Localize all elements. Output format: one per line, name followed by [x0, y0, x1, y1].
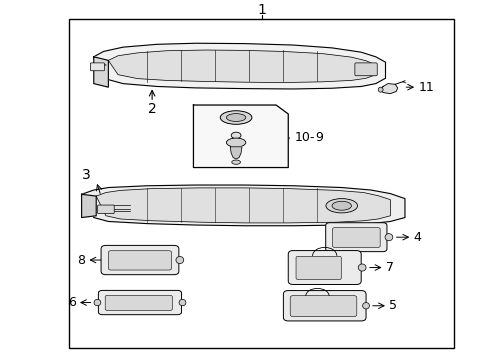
FancyBboxPatch shape: [289, 296, 356, 317]
Polygon shape: [230, 147, 242, 159]
Ellipse shape: [331, 201, 351, 210]
FancyBboxPatch shape: [98, 205, 114, 213]
Text: 11: 11: [418, 81, 433, 94]
Polygon shape: [108, 50, 375, 82]
Ellipse shape: [384, 234, 392, 241]
Text: 9: 9: [314, 131, 322, 144]
FancyBboxPatch shape: [287, 251, 361, 284]
FancyBboxPatch shape: [108, 251, 171, 270]
FancyBboxPatch shape: [105, 296, 172, 310]
Polygon shape: [94, 43, 385, 89]
FancyBboxPatch shape: [283, 291, 366, 321]
Ellipse shape: [231, 160, 240, 164]
Ellipse shape: [362, 302, 369, 309]
Polygon shape: [81, 194, 96, 217]
Text: 7: 7: [385, 261, 393, 274]
Ellipse shape: [358, 264, 366, 271]
FancyBboxPatch shape: [354, 63, 376, 76]
Text: 2: 2: [147, 102, 156, 116]
FancyBboxPatch shape: [295, 256, 341, 279]
Text: 6: 6: [67, 296, 75, 309]
Polygon shape: [81, 185, 404, 226]
Ellipse shape: [377, 87, 382, 92]
Polygon shape: [193, 105, 287, 167]
Bar: [69, 19, 453, 348]
Text: 1: 1: [257, 3, 265, 17]
Text: 3: 3: [82, 168, 91, 183]
Text: 4: 4: [413, 231, 421, 244]
Text: 8: 8: [77, 253, 85, 266]
Text: 10: 10: [294, 131, 310, 144]
Ellipse shape: [226, 114, 245, 121]
Ellipse shape: [176, 256, 183, 264]
Ellipse shape: [179, 299, 185, 306]
Ellipse shape: [231, 132, 241, 139]
FancyBboxPatch shape: [98, 291, 181, 315]
Polygon shape: [96, 188, 389, 223]
FancyBboxPatch shape: [332, 228, 379, 247]
FancyBboxPatch shape: [325, 223, 386, 252]
Polygon shape: [380, 84, 397, 94]
Ellipse shape: [94, 299, 101, 306]
Text: 5: 5: [388, 299, 397, 312]
FancyBboxPatch shape: [90, 63, 104, 71]
Ellipse shape: [325, 199, 357, 213]
Ellipse shape: [226, 138, 245, 147]
Polygon shape: [94, 57, 108, 87]
FancyBboxPatch shape: [101, 246, 179, 275]
Text: -: -: [309, 131, 313, 144]
Ellipse shape: [220, 111, 251, 124]
